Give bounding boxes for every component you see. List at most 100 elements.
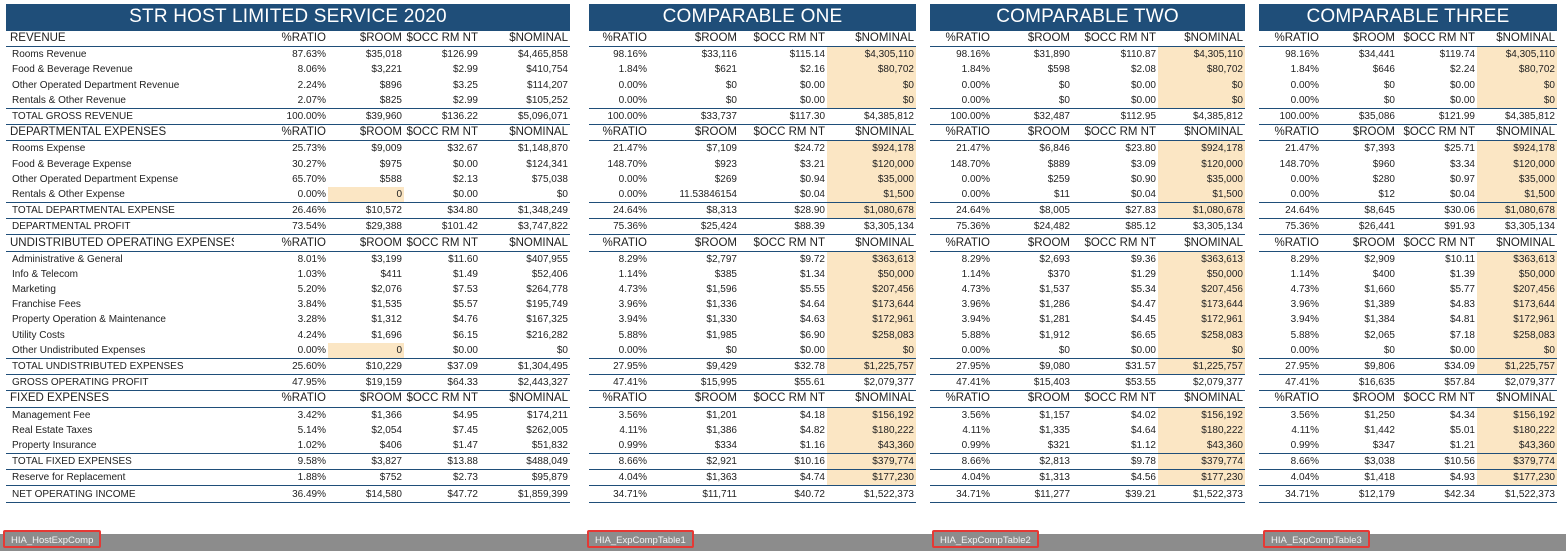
value-cell[interactable]: $0: [1477, 77, 1557, 93]
value-cell[interactable]: $91.93: [1397, 218, 1477, 236]
value-cell[interactable]: $588: [379, 173, 402, 185]
value-cell[interactable]: $28.90: [739, 202, 827, 220]
value-cell[interactable]: $9.36: [1130, 253, 1156, 265]
row-label-cell[interactable]: GROSS OPERATING PROFIT: [6, 374, 234, 392]
value-cell[interactable]: $4.95: [452, 409, 478, 421]
value-cell[interactable]: 0.00%: [1290, 173, 1319, 185]
value-cell[interactable]: $0.00: [1449, 79, 1475, 91]
value-cell[interactable]: $57.84: [1397, 374, 1477, 392]
value-cell[interactable]: $95,879: [480, 469, 570, 487]
value-cell[interactable]: $29,388: [328, 218, 404, 236]
value-cell[interactable]: $88.39: [739, 218, 827, 236]
value-cell[interactable]: $923: [714, 158, 737, 170]
value-cell[interactable]: $110.87: [1120, 49, 1156, 61]
value-cell[interactable]: $207,456: [1158, 282, 1245, 298]
value-cell[interactable]: 0.00%: [1290, 79, 1319, 91]
row-label-cell[interactable]: UNDISTRIBUTED OPERATING EXPENSES: [6, 234, 234, 252]
value-cell[interactable]: $2,076: [371, 284, 402, 296]
value-cell[interactable]: $0.00: [1130, 79, 1156, 91]
value-cell[interactable]: 100.00%: [234, 107, 328, 126]
value-cell[interactable]: $51,832: [531, 439, 568, 451]
value-cell[interactable]: $4.83: [1449, 299, 1475, 311]
value-cell[interactable]: $NOMINAL: [827, 234, 916, 252]
value-cell[interactable]: $3,305,134: [827, 218, 916, 236]
value-cell[interactable]: 65.70%: [292, 173, 326, 185]
value-cell[interactable]: $0: [1058, 94, 1070, 106]
value-cell[interactable]: $2,443,327: [480, 374, 570, 392]
value-cell[interactable]: 8.01%: [297, 253, 326, 265]
value-cell[interactable]: $1,330: [706, 314, 737, 326]
value-cell[interactable]: $OCC RM NT: [1397, 29, 1477, 48]
value-cell[interactable]: $407,955: [526, 253, 568, 265]
value-cell[interactable]: $2,079,377: [827, 374, 916, 392]
value-cell[interactable]: $0.00: [1130, 344, 1156, 356]
value-cell[interactable]: $2.16: [799, 64, 825, 76]
value-cell[interactable]: $NOMINAL: [1477, 390, 1557, 408]
value-cell[interactable]: $1,859,399: [480, 485, 570, 503]
row-label-cell[interactable]: TOTAL DEPARTMENTAL EXPENSE: [6, 202, 234, 220]
value-cell[interactable]: $3,305,134: [1477, 218, 1557, 236]
value-cell[interactable]: $1,660: [1364, 284, 1395, 296]
value-cell[interactable]: $11.60: [448, 253, 478, 265]
row-label-cell[interactable]: Other Operated Department Expense: [12, 173, 179, 185]
value-cell[interactable]: 8.29%: [1290, 253, 1319, 265]
value-cell[interactable]: $8,645: [1321, 202, 1397, 220]
value-cell[interactable]: $34.09: [1397, 357, 1477, 376]
row-label-cell[interactable]: Property Operation & Maintenance: [12, 314, 166, 326]
value-cell[interactable]: $0.00: [799, 79, 825, 91]
value-cell[interactable]: $55.61: [739, 374, 827, 392]
value-cell[interactable]: $1,312: [371, 314, 402, 326]
value-cell[interactable]: $24.72: [794, 143, 825, 155]
value-cell[interactable]: $0.94: [799, 173, 825, 185]
value-cell[interactable]: $OCC RM NT: [1072, 29, 1158, 48]
value-cell[interactable]: $924,178: [1158, 140, 1245, 157]
value-cell[interactable]: 73.54%: [234, 218, 328, 236]
value-cell[interactable]: $35,000: [1158, 171, 1245, 187]
value-cell[interactable]: 3.94%: [618, 314, 647, 326]
value-cell[interactable]: $4.34: [1449, 409, 1475, 421]
value-cell[interactable]: 100.00%: [1259, 107, 1321, 126]
value-cell[interactable]: $3.09: [1130, 158, 1156, 170]
value-cell[interactable]: 100.00%: [589, 107, 649, 126]
value-cell[interactable]: $1.39: [1449, 268, 1475, 280]
value-cell[interactable]: $13.88: [404, 453, 480, 471]
row-label-cell[interactable]: Rentals & Other Revenue: [12, 94, 126, 106]
value-cell[interactable]: 4.24%: [297, 329, 326, 341]
value-cell[interactable]: $4.93: [1397, 469, 1477, 487]
value-cell[interactable]: $924,178: [1477, 140, 1557, 157]
row-label-cell[interactable]: Management Fee: [12, 409, 91, 421]
value-cell[interactable]: $1,281: [1039, 314, 1070, 326]
value-cell[interactable]: $1,304,495: [480, 357, 570, 376]
value-cell[interactable]: $43,360: [1477, 437, 1557, 454]
value-cell[interactable]: $258,083: [1477, 327, 1557, 343]
value-cell[interactable]: 3.96%: [618, 299, 647, 311]
value-cell[interactable]: $10,572: [328, 202, 404, 220]
value-cell[interactable]: $OCC RM NT: [1397, 234, 1477, 252]
value-cell[interactable]: $1,250: [1364, 409, 1395, 421]
value-cell[interactable]: $3,827: [328, 453, 404, 471]
value-cell[interactable]: 5.88%: [618, 329, 647, 341]
value-cell[interactable]: 98.16%: [1285, 49, 1319, 61]
value-cell[interactable]: $33,116: [701, 49, 737, 61]
value-cell[interactable]: 3.84%: [297, 299, 326, 311]
value-cell[interactable]: $3,221: [371, 64, 402, 76]
value-cell[interactable]: $1,225,757: [1477, 357, 1557, 376]
value-cell[interactable]: 1.84%: [1290, 64, 1319, 76]
value-cell[interactable]: $ROOM: [649, 29, 739, 48]
value-cell[interactable]: $27.83: [1072, 202, 1158, 220]
value-cell[interactable]: $2.99: [452, 64, 478, 76]
value-cell[interactable]: 4.04%: [1259, 469, 1321, 487]
value-cell[interactable]: $1,286: [1039, 299, 1070, 311]
value-cell[interactable]: 27.95%: [589, 357, 649, 376]
value-cell[interactable]: $1,335: [1039, 424, 1070, 436]
value-cell[interactable]: $2.13: [452, 173, 478, 185]
value-cell[interactable]: $OCC RM NT: [1397, 124, 1477, 142]
row-label-cell[interactable]: DEPARTMENTAL PROFIT: [6, 218, 234, 236]
value-cell[interactable]: $7,109: [706, 143, 737, 155]
value-cell[interactable]: %RATIO: [930, 29, 992, 48]
row-label-cell[interactable]: REVENUE: [6, 29, 234, 48]
value-cell[interactable]: $80,702: [1477, 62, 1557, 78]
value-cell[interactable]: $32.78: [739, 357, 827, 376]
value-cell[interactable]: $172,961: [827, 312, 916, 328]
value-cell[interactable]: $269: [714, 173, 737, 185]
